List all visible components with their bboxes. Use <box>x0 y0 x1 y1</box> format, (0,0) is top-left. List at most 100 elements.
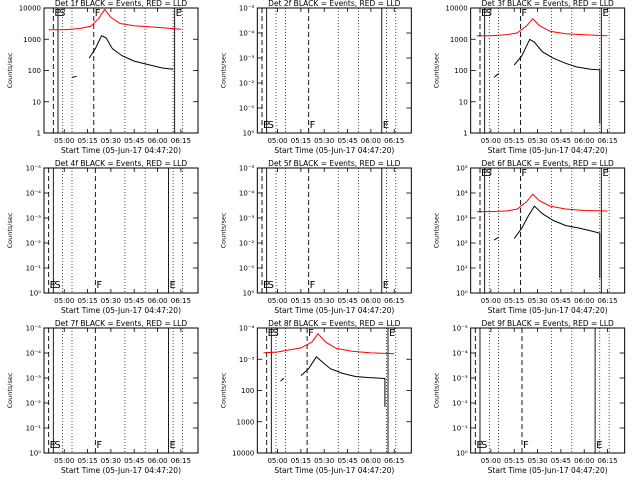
y-tick-label: 10⁻³ <box>239 215 255 223</box>
panel-det-5: Det 5f BLACK = Events, RED = LLD 05:00 05:… <box>219 159 412 315</box>
y-tick-label: 10⁻² <box>239 240 255 248</box>
y-tick-label: 100 <box>241 387 254 395</box>
y-tick-label: 10⁻³ <box>26 375 42 383</box>
event-marker-label: F <box>521 8 527 19</box>
event-marker-label: E <box>602 168 608 179</box>
y-tick-label: 10⁰ <box>243 290 255 298</box>
x-axis-label: Start Time (05-Jun-17 04:47:20) <box>61 306 181 315</box>
event-marker-label: S <box>268 120 274 131</box>
y-tick-label: 10⁻⁴ <box>26 350 42 358</box>
event-marker-label: S <box>486 8 492 19</box>
y-tick-label: 10⁻² <box>26 240 42 248</box>
y-tick-label: 10⁰ <box>456 450 468 458</box>
y-tick-label: 10⁻⁵ <box>452 325 468 333</box>
x-tick-label: 05:00 <box>267 297 287 305</box>
x-tick-label: 06:00 <box>147 297 167 305</box>
x-tick-label: 05:15 <box>77 137 97 145</box>
x-tick-label: 05:45 <box>337 297 357 305</box>
x-tick-label: 05:15 <box>504 297 524 305</box>
x-tick-label: 05:45 <box>124 457 144 465</box>
y-axis-label: Counts/sec <box>6 52 14 88</box>
y-axis-label: Counts/sec <box>433 212 441 248</box>
y-tick-label: 10⁻³ <box>452 375 468 383</box>
x-tick-label: 05:00 <box>267 457 287 465</box>
x-tick-label: 05:15 <box>504 137 524 145</box>
event-marker-label: E <box>169 440 175 451</box>
event-marker-label: E <box>596 440 602 451</box>
events-series-line <box>493 73 499 78</box>
x-tick-label: 06:00 <box>574 137 594 145</box>
lld-series-line <box>263 333 395 355</box>
lld-series-line <box>476 18 608 37</box>
x-tick-label: 05:45 <box>124 137 144 145</box>
x-tick-label: 05:30 <box>101 137 121 145</box>
plot-frame <box>256 7 412 134</box>
event-marker-label: E <box>50 280 56 291</box>
x-tick-label: 05:15 <box>504 457 524 465</box>
y-tick-label: 1000 <box>237 418 255 426</box>
event-marker-label: E <box>176 8 182 19</box>
panel-title: Det 3f BLACK = Events, RED = LLD <box>482 0 615 8</box>
x-tick-label: 06:00 <box>147 457 167 465</box>
x-tick-label: 06:15 <box>171 137 191 145</box>
x-tick-label: 06:15 <box>597 457 617 465</box>
y-tick-label: 1000 <box>23 36 41 44</box>
x-tick-label: 05:15 <box>291 137 311 145</box>
y-axis-label: Counts/sec <box>433 372 441 408</box>
x-tick-label: 05:15 <box>77 457 97 465</box>
panel-title: Det 2f BLACK = Events, RED = LLD <box>268 0 401 8</box>
panel-title: Det 1f BLACK = Events, RED = LLD <box>55 0 188 8</box>
x-tick-label: 06:00 <box>361 457 381 465</box>
x-tick-label: 05:30 <box>527 297 547 305</box>
event-marker-label: E <box>602 8 608 19</box>
y-tick-label: 10⁻¹ <box>26 425 42 433</box>
x-tick-label: 05:00 <box>54 457 74 465</box>
y-tick-label: 10⁻¹ <box>239 265 255 273</box>
event-marker-label: E <box>383 120 389 131</box>
x-tick-label: 06:15 <box>597 137 617 145</box>
event-marker-label: S <box>268 280 274 291</box>
y-tick-label: 10 <box>32 98 41 106</box>
events-series-line <box>300 356 386 407</box>
y-axis-label: Counts/sec <box>219 52 227 88</box>
x-tick-label: 06:00 <box>361 297 381 305</box>
event-marker-label: E <box>263 280 269 291</box>
panel-title: Det 5f BLACK = Events, RED = LLD <box>268 159 401 168</box>
event-marker-label: S <box>54 440 60 451</box>
event-marker-label: E <box>481 8 487 19</box>
event-marker-label: S <box>272 328 278 339</box>
panel-title: Det 6f BLACK = Events, RED = LLD <box>482 159 615 168</box>
y-tick-label: 10⁻³ <box>239 55 255 63</box>
x-axis-label: Start Time (05-Jun-17 04:47:20) <box>488 306 608 315</box>
y-axis-label: Counts/sec <box>433 52 441 88</box>
x-tick-label: 05:30 <box>314 137 334 145</box>
panel-title: Det 9f BLACK = Events, RED = LLD <box>482 319 615 328</box>
y-tick-label: 10⁻² <box>452 400 468 408</box>
event-marker-label: E <box>54 8 60 19</box>
panel-title: Det 8f BLACK = Events, RED = LLD <box>268 319 401 328</box>
event-marker-label: E <box>476 440 482 451</box>
y-tick-label: 10⁻¹ <box>239 105 255 113</box>
event-marker-label: S <box>59 8 65 19</box>
y-tick-label: 10⁰ <box>243 130 255 138</box>
event-marker-label: E <box>268 328 274 339</box>
y-tick-label: 10000 <box>445 5 467 13</box>
y-tick-label: 10⁻⁴ <box>452 350 468 358</box>
y-tick-label: 10⁻⁵ <box>26 325 42 333</box>
y-tick-label: 10⁰ <box>29 450 41 458</box>
y-tick-label: 10⁻³ <box>239 356 255 364</box>
y-tick-label: 10¹ <box>456 265 468 273</box>
event-marker-label: F <box>96 280 102 291</box>
event-marker-label: F <box>523 440 529 451</box>
y-tick-label: 10000 <box>19 5 41 13</box>
events-series-line <box>280 377 285 382</box>
panel-det-8: Det 8f BLACK = Events, RED = LLD 05:00 05:… <box>219 319 412 475</box>
event-marker-label: F <box>310 280 316 291</box>
event-marker-label: E <box>481 168 487 179</box>
x-tick-label: 05:15 <box>291 297 311 305</box>
event-marker-label: F <box>310 120 316 131</box>
events-series-line <box>513 38 601 124</box>
